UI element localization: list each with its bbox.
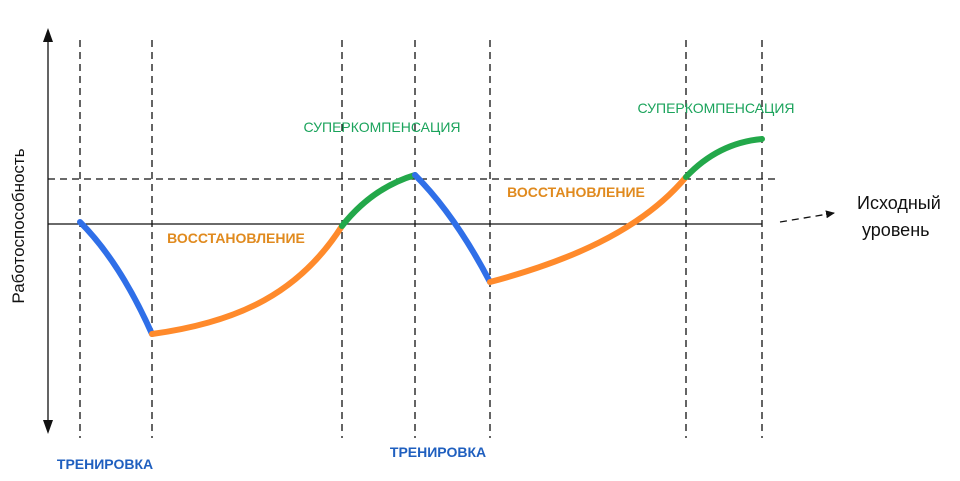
phase-label: ТРЕНИРОВКА: [57, 456, 153, 472]
y-axis-label: Работоспособность: [9, 148, 28, 303]
phase-label: ВОССТАНОВЛЕНИЕ: [167, 230, 305, 246]
phase-label: СУПЕРКОМПЕНСАЦИЯ: [303, 119, 460, 135]
baseline-arrow: [779, 210, 835, 223]
performance-curve: [77, 136, 765, 337]
baseline-label: Исходный: [857, 193, 941, 213]
phase-label: ТРЕНИРОВКА: [390, 444, 486, 460]
phase-label: СУПЕРКОМПЕНСАЦИЯ: [637, 100, 794, 116]
baseline-label: уровень: [862, 220, 930, 240]
phase-label: ВОССТАНОВЛЕНИЕ: [507, 184, 645, 200]
